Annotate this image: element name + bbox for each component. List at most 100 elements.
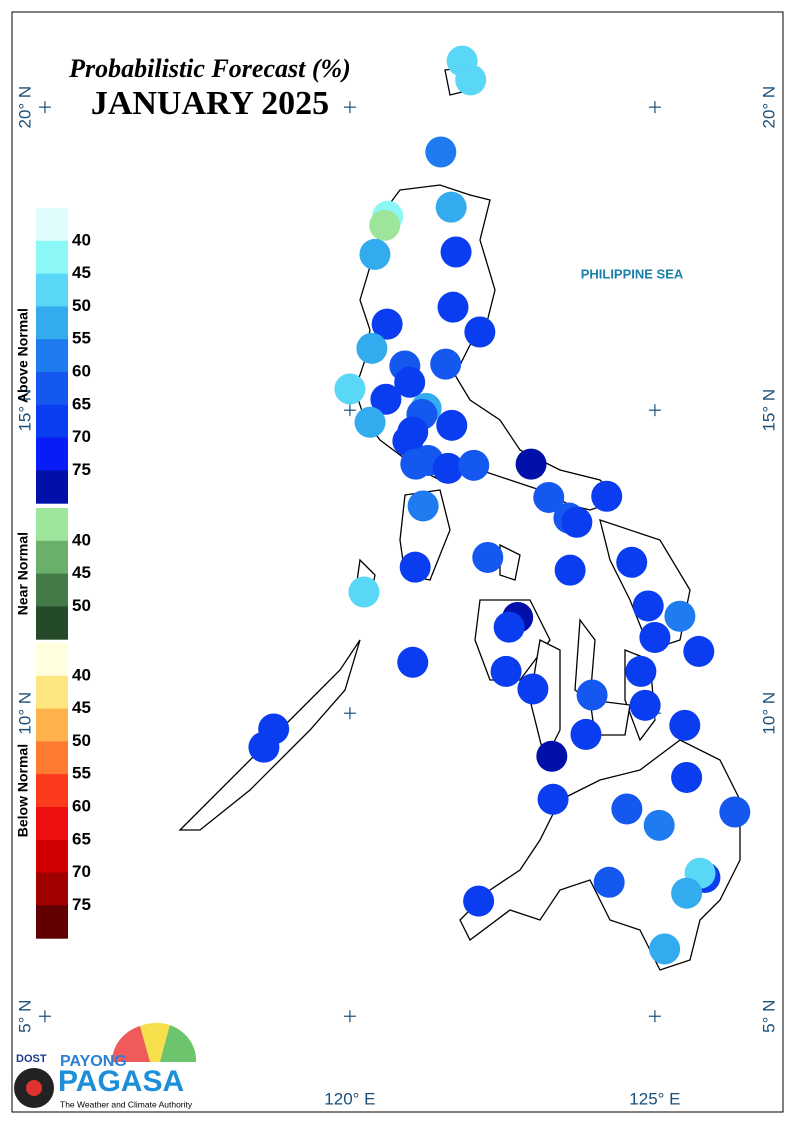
y-tick-label: 20° N [15,86,34,129]
forecast-point [354,406,386,438]
forecast-point [359,238,391,270]
forecast-point [561,506,593,538]
forecast-point [425,136,457,168]
forecast-point [515,448,547,480]
forecast-points [248,45,751,965]
forecast-point [407,490,439,522]
legend-title: Below Normal [15,744,31,837]
legend-swatch [36,508,68,542]
legend-label: 60 [72,796,91,815]
forecast-point [397,646,429,678]
legend-label: 40 [72,665,91,684]
legend-label: 45 [72,698,91,717]
forecast-point [632,590,664,622]
forecast-point [463,885,495,917]
legend-swatch [36,573,68,607]
forecast-point [537,783,569,815]
logo-umbrella-green [160,1025,197,1062]
forecast-point [554,554,586,586]
legend-swatch [36,339,68,373]
forecast-point [664,600,696,632]
legend-label: 45 [72,563,91,582]
legend-swatch [36,540,68,575]
legend-title: Near Normal [15,532,31,615]
forecast-point [493,611,525,643]
legend-swatch [36,807,68,841]
legend-label: 75 [72,460,91,479]
forecast-point [719,796,751,828]
legend-swatch [36,741,68,775]
forecast-point [576,679,608,711]
logo: DOST PAYONG PAGASA The Weather and Clima… [14,1022,197,1109]
y-tick-label: 10° N [759,692,778,735]
legend-label: 70 [72,427,91,446]
y-tick-label: 10° N [15,692,34,735]
forecast-point [348,576,380,608]
map-subtitle: JANUARY 2025 [91,85,329,122]
forecast-point [643,809,675,841]
legend-label: 40 [72,230,91,249]
legend-swatch [36,839,68,874]
legend-swatch [36,675,68,710]
logo-tagline: The Weather and Climate Authority [60,1099,193,1109]
x-tick-label: 125° E [629,1089,680,1108]
forecast-point [394,366,426,398]
legend-swatch [36,437,68,471]
ocean-label: PHILIPPINE SEA [581,266,684,281]
legend-swatch [36,404,68,439]
logo-program: PAYONG [60,1053,127,1070]
forecast-point [464,316,496,348]
legend-swatch [36,643,68,677]
logo-umbrella-yellow [140,1022,170,1062]
legend: 40 45 50 55 60 65 70 75 Above Normal 40 45 50 Near N… [15,208,91,939]
forecast-point [248,731,280,763]
forecast-point [435,191,467,223]
legend-label: 50 [72,731,91,750]
legend-swatch [36,306,68,340]
forecast-point [570,718,602,750]
forecast-point [430,348,462,380]
map-title: Probabilistic Forecast (%) [68,54,351,83]
legend-label: 55 [72,764,91,783]
forecast-point [432,452,464,484]
forecast-point [616,546,648,578]
y-tick-label: 20° N [759,86,778,129]
forecast-point [533,481,565,513]
graticule: 120° E 125° E 5° N 5° N 10° N 10° N 15° N 15° N… [15,86,778,1109]
forecast-point [370,383,402,415]
legend-swatch [36,470,68,504]
forecast-point [669,709,701,741]
legend-label: 45 [72,263,91,282]
y-tick-label: 5° N [15,1000,34,1033]
legend-label: 65 [72,394,91,413]
legend-swatch [36,372,68,406]
legend-swatch [36,606,68,640]
forecast-point [455,64,487,96]
y-tick-label: 5° N [759,1000,778,1033]
forecast-point [400,448,432,480]
legend-swatch [36,708,68,742]
forecast-point [490,655,522,687]
forecast-point [436,409,468,441]
legend-swatch [36,273,68,307]
forecast-point [683,635,715,667]
logo-umbrella-red [111,1026,150,1062]
forecast-point [517,673,549,705]
logo-name: PAGASA [58,1065,184,1098]
legend-label: 40 [72,530,91,549]
forecast-point [371,308,403,340]
y-tick-label: 15° N [15,389,34,432]
legend-label: 60 [72,361,91,380]
legend-swatch [36,872,68,906]
forecast-point [536,740,568,772]
legend-title: Above Normal [15,308,31,403]
forecast-point [611,793,643,825]
forecast-point [437,291,469,323]
forecast-point [625,655,657,687]
forecast-point [671,761,703,793]
forecast-point [472,541,504,573]
legend-label: 75 [72,895,91,914]
forecast-point [458,449,490,481]
logo-emblem-center [26,1080,42,1096]
